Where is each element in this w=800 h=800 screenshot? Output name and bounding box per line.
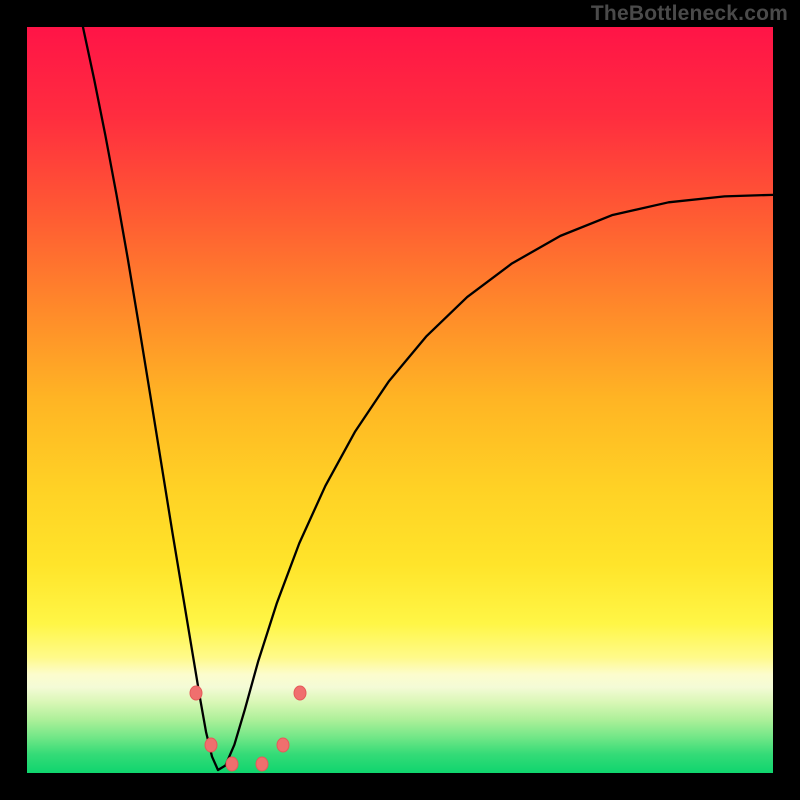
bottleneck-chart xyxy=(0,0,800,800)
valley-marker xyxy=(226,757,238,771)
figure-root: TheBottleneck.com xyxy=(0,0,800,800)
valley-marker xyxy=(294,686,306,700)
plot-background-gradient xyxy=(27,27,773,773)
watermark-text: TheBottleneck.com xyxy=(591,2,788,26)
valley-marker xyxy=(205,738,217,752)
valley-marker xyxy=(190,686,202,700)
valley-marker xyxy=(256,757,268,771)
valley-marker xyxy=(277,738,289,752)
